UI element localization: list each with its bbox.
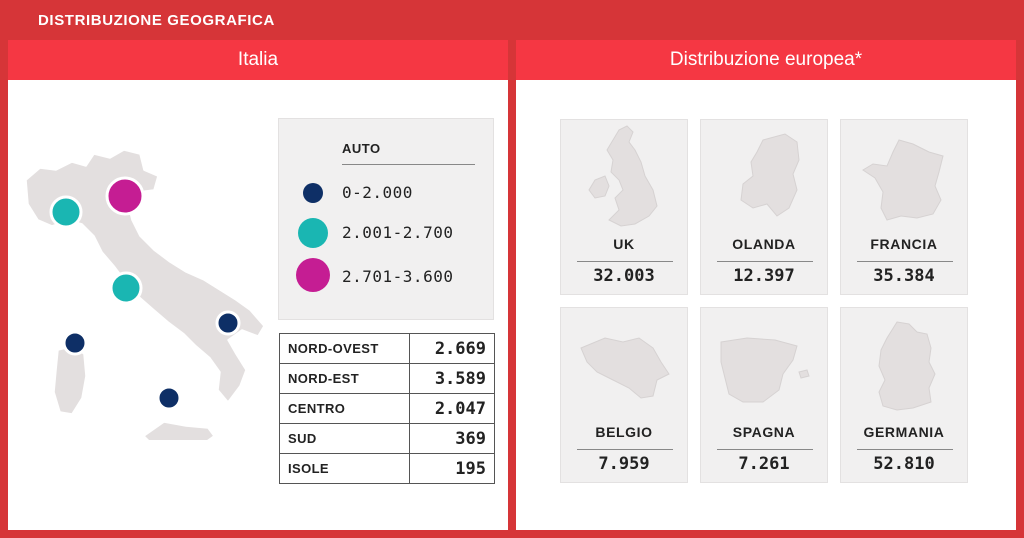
table-row: ISOLE 195 <box>279 453 495 484</box>
region-value: 2.669 <box>409 333 495 364</box>
legend-label: 2.701-3.600 <box>342 267 454 286</box>
marker-sicilia <box>156 385 182 411</box>
legend-item: 2.001-2.700 <box>279 213 495 253</box>
italy-panel-header: Italia <box>8 40 508 80</box>
country-card-uk: UK 32.003 <box>560 119 688 295</box>
table-row: CENTRO 2.047 <box>279 393 495 424</box>
uk-map-icon <box>588 125 658 227</box>
region-name: NORD-EST <box>279 363 410 394</box>
country-value: 7.261 <box>738 454 790 474</box>
country-divider <box>857 449 953 450</box>
italy-panel: Italia AUTO 0-2.000 2.001-2.700 2.701-3.… <box>8 40 508 530</box>
country-card-belgio: BELGIO 7.959 <box>560 307 688 483</box>
country-value: 12.397 <box>733 266 795 286</box>
italy-mainland <box>25 149 265 403</box>
marker-sud <box>215 310 241 336</box>
country-card-germania: GERMANIA 52.810 <box>840 307 968 483</box>
italy-map <box>25 149 265 440</box>
marker-centro <box>109 271 143 305</box>
country-name: GERMANIA <box>863 424 945 440</box>
europe-panel-header: Distribuzione europea* <box>516 40 1016 80</box>
country-value: 35.384 <box>873 266 935 286</box>
legend-item: 0-2.000 <box>279 173 495 213</box>
region-value: 3.589 <box>409 363 495 394</box>
country-value: 32.003 <box>593 266 655 286</box>
legend-dot-icon <box>296 258 330 292</box>
region-name: NORD-OVEST <box>279 333 410 364</box>
italy-map-markers <box>49 176 241 411</box>
country-divider <box>577 261 673 262</box>
table-row: SUD 369 <box>279 423 495 454</box>
region-value: 2.047 <box>409 393 495 424</box>
marker-nord-est <box>105 176 145 216</box>
region-value: 369 <box>409 423 495 454</box>
page-title: DISTRIBUZIONE GEOGRAFICA <box>38 12 275 29</box>
country-name: BELGIO <box>595 424 653 440</box>
legend-label: 0-2.000 <box>342 183 413 202</box>
legend-dot-icon <box>303 183 323 203</box>
belgium-map-icon <box>580 337 670 399</box>
sicily <box>143 421 215 440</box>
country-card-francia: FRANCIA 35.384 <box>840 119 968 295</box>
netherlands-map-icon <box>740 133 800 217</box>
country-divider <box>717 261 813 262</box>
country-name: OLANDA <box>732 236 796 252</box>
table-row: NORD-EST 3.589 <box>279 363 495 394</box>
country-value: 7.959 <box>598 454 650 474</box>
spain-map-icon <box>720 337 810 403</box>
region-value: 195 <box>409 453 495 484</box>
table-row: NORD-OVEST 2.669 <box>279 333 495 364</box>
country-value: 52.810 <box>873 454 935 474</box>
country-name: FRANCIA <box>870 236 938 252</box>
legend-label: 2.001-2.700 <box>342 223 454 242</box>
legend-divider <box>342 164 475 165</box>
country-card-spagna: SPAGNA 7.261 <box>700 307 828 483</box>
legend-item: 2.701-3.600 <box>279 255 495 295</box>
region-name: SUD <box>279 423 410 454</box>
region-table: NORD-OVEST 2.669 NORD-EST 3.589 CENTRO 2… <box>279 333 495 484</box>
legend-dot-icon <box>298 218 328 248</box>
france-map-icon <box>862 139 944 221</box>
country-card-olanda: OLANDA 12.397 <box>700 119 828 295</box>
legend-title: AUTO <box>342 141 381 156</box>
country-divider <box>857 261 953 262</box>
region-name: ISOLE <box>279 453 410 484</box>
map-legend: AUTO 0-2.000 2.001-2.700 2.701-3.600 <box>278 118 494 320</box>
country-name: UK <box>613 236 635 252</box>
country-divider <box>577 449 673 450</box>
country-divider <box>717 449 813 450</box>
country-name: SPAGNA <box>732 424 796 440</box>
marker-nord-ovest <box>49 195 83 229</box>
region-name: CENTRO <box>279 393 410 424</box>
europe-panel: Distribuzione europea* UK 32.003 OLANDA … <box>516 40 1016 530</box>
marker-sardegna <box>62 330 88 356</box>
germany-map-icon <box>878 321 936 411</box>
